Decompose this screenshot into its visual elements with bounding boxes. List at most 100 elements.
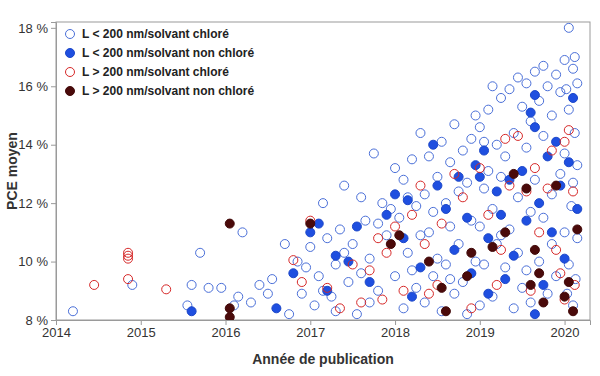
point xyxy=(518,102,527,111)
y-tick-label: 10 % xyxy=(18,254,48,269)
point xyxy=(492,187,501,196)
point xyxy=(128,280,137,289)
point xyxy=(492,280,501,289)
point xyxy=(480,260,489,269)
point xyxy=(471,257,480,266)
legend-label: L < 200 nm/solvant non chloré xyxy=(82,46,254,60)
x-tick: 2019 xyxy=(466,320,495,340)
point xyxy=(441,307,450,316)
point xyxy=(543,82,552,91)
point xyxy=(403,248,412,257)
point xyxy=(399,175,408,184)
point xyxy=(560,292,569,301)
x-tick: 2015 xyxy=(127,320,156,340)
point xyxy=(530,67,539,76)
point xyxy=(310,301,319,310)
y-tick-mark xyxy=(51,28,56,29)
point xyxy=(391,164,400,173)
point xyxy=(225,304,234,313)
y-tick-mark xyxy=(51,203,56,204)
point xyxy=(408,210,417,219)
point xyxy=(365,298,374,307)
point xyxy=(420,240,429,249)
point xyxy=(424,152,433,161)
points xyxy=(68,23,581,320)
point xyxy=(484,234,493,243)
point xyxy=(526,280,535,289)
point xyxy=(530,245,539,254)
point xyxy=(569,178,578,187)
point xyxy=(488,204,497,213)
point xyxy=(225,313,234,320)
point xyxy=(424,257,433,266)
point xyxy=(412,202,421,211)
point xyxy=(556,169,565,178)
point xyxy=(395,213,404,222)
point xyxy=(365,278,374,287)
point xyxy=(526,108,535,117)
point xyxy=(399,304,408,313)
point xyxy=(480,146,489,155)
point xyxy=(560,149,569,158)
legend-label: L > 200 nm/solvant chloré xyxy=(82,65,229,79)
series xyxy=(90,126,580,313)
point xyxy=(522,143,531,152)
point xyxy=(467,248,476,257)
point xyxy=(547,190,556,199)
point xyxy=(268,275,277,284)
point xyxy=(569,64,578,73)
point xyxy=(560,228,569,237)
point xyxy=(255,280,264,289)
y-axis-title: PCE moyen xyxy=(4,132,20,210)
point xyxy=(543,184,552,193)
point xyxy=(547,240,556,249)
point xyxy=(552,137,561,146)
point xyxy=(569,93,578,102)
point xyxy=(526,207,535,216)
point xyxy=(450,245,459,254)
point xyxy=(263,289,272,298)
point xyxy=(340,181,349,190)
point xyxy=(480,184,489,193)
point xyxy=(505,181,514,190)
point xyxy=(441,260,450,269)
point xyxy=(539,131,548,140)
legend-marker xyxy=(66,49,75,58)
legend-marker xyxy=(66,68,75,77)
point xyxy=(340,248,349,257)
point xyxy=(480,137,489,146)
point xyxy=(573,204,582,213)
point xyxy=(475,123,484,132)
point xyxy=(297,278,306,287)
y-tick-mark xyxy=(51,86,56,87)
point xyxy=(408,155,417,164)
point xyxy=(509,251,518,260)
chart: 20142015201620172018201920208 %10 %12 %1… xyxy=(0,0,600,376)
point xyxy=(518,167,527,176)
point xyxy=(556,269,565,278)
point xyxy=(374,286,383,295)
point xyxy=(484,105,493,114)
point xyxy=(408,292,417,301)
point xyxy=(234,292,243,301)
point xyxy=(306,242,315,251)
point xyxy=(509,304,518,313)
point xyxy=(454,187,463,196)
legend: L < 200 nm/solvant chloréL < 200 nm/solv… xyxy=(66,27,255,98)
point xyxy=(475,164,484,173)
point xyxy=(285,310,294,319)
point xyxy=(416,129,425,138)
point xyxy=(412,283,421,292)
point xyxy=(497,210,506,219)
point xyxy=(433,181,442,190)
point xyxy=(382,248,391,257)
legend-marker xyxy=(66,30,75,39)
y-tick: 8 % xyxy=(26,313,56,328)
point xyxy=(492,140,501,149)
point xyxy=(162,285,171,294)
point xyxy=(552,70,561,79)
point xyxy=(68,307,77,316)
point xyxy=(429,207,438,216)
x-tick: 2020 xyxy=(551,320,580,340)
y-tick: 18 % xyxy=(18,21,56,36)
